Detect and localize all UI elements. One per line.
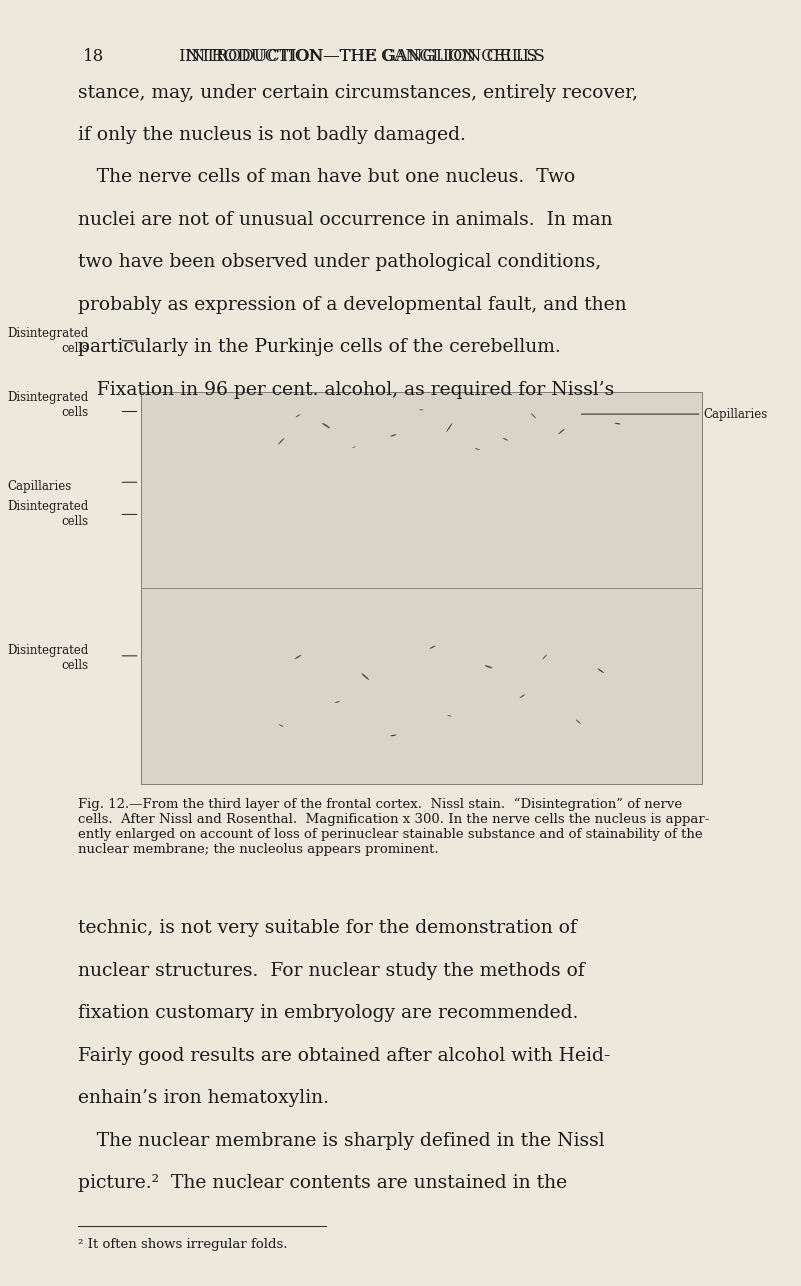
Text: two have been observed under pathological conditions,: two have been observed under pathologica… — [78, 253, 602, 271]
Ellipse shape — [322, 423, 330, 428]
Text: INTRODUCTION—THE GANGLION CELLS: INTRODUCTION—THE GANGLION CELLS — [179, 48, 545, 64]
Text: technic, is not very suitable for the demonstration of: technic, is not very suitable for the de… — [78, 919, 577, 937]
Ellipse shape — [558, 428, 565, 435]
Text: Fairly good results are obtained after alcohol with Heid-: Fairly good results are obtained after a… — [78, 1047, 610, 1065]
Ellipse shape — [614, 423, 621, 424]
Text: 18: 18 — [83, 48, 104, 64]
Ellipse shape — [279, 724, 284, 727]
Text: Fig. 12.—From the third layer of the frontal cortex.  Nissl stain.  “Disintegrat: Fig. 12.—From the third layer of the fro… — [78, 797, 710, 855]
FancyBboxPatch shape — [141, 392, 702, 784]
Ellipse shape — [361, 674, 369, 680]
Text: Disintegrated
cells: Disintegrated cells — [7, 391, 88, 419]
Text: nuclei are not of unusual occurrence in animals.  In man: nuclei are not of unusual occurrence in … — [78, 211, 613, 229]
Text: nuclear structures.  For nuclear study the methods of: nuclear structures. For nuclear study th… — [78, 962, 585, 980]
Ellipse shape — [296, 414, 300, 418]
Text: Fixation in 96 per cent. alcohol, as required for Nissl’s: Fixation in 96 per cent. alcohol, as req… — [78, 381, 614, 399]
Ellipse shape — [429, 646, 436, 648]
Ellipse shape — [475, 449, 480, 450]
Ellipse shape — [520, 694, 525, 698]
Ellipse shape — [295, 655, 301, 660]
Ellipse shape — [335, 701, 340, 703]
Ellipse shape — [390, 435, 396, 436]
Ellipse shape — [352, 446, 356, 448]
Text: Disintegrated
cells: Disintegrated cells — [7, 644, 88, 673]
Text: stance, may, under certain circumstances, entirely recover,: stance, may, under certain circumstances… — [78, 84, 638, 102]
Ellipse shape — [576, 720, 581, 724]
Text: The nuclear membrane is sharply defined in the Nissl: The nuclear membrane is sharply defined … — [78, 1132, 605, 1150]
Text: Disintegrated
cells: Disintegrated cells — [7, 500, 88, 529]
Ellipse shape — [278, 439, 284, 445]
Ellipse shape — [503, 439, 508, 441]
Text: if only the nucleus is not badly damaged.: if only the nucleus is not badly damaged… — [78, 126, 466, 144]
Ellipse shape — [531, 413, 536, 418]
Text: picture.²  The nuclear contents are unstained in the: picture.² The nuclear contents are unsta… — [78, 1174, 567, 1192]
Text: particularly in the Purkinje cells of the cerebellum.: particularly in the Purkinje cells of th… — [78, 338, 561, 356]
Text: enhain’s iron hematoxylin.: enhain’s iron hematoxylin. — [78, 1089, 329, 1107]
Text: fixation customary in embryology are recommended.: fixation customary in embryology are rec… — [78, 1004, 578, 1022]
Text: Capillaries: Capillaries — [7, 480, 71, 493]
Ellipse shape — [598, 669, 604, 673]
Ellipse shape — [542, 655, 547, 660]
Ellipse shape — [446, 423, 453, 432]
Text: probably as expression of a developmental fault, and then: probably as expression of a developmenta… — [78, 296, 626, 314]
Text: Capillaries: Capillaries — [703, 408, 767, 421]
Text: Disintegrated
cells: Disintegrated cells — [7, 327, 88, 355]
Text: The nerve cells of man have but one nucleus.  Two: The nerve cells of man have but one nucl… — [78, 168, 575, 186]
Ellipse shape — [390, 734, 396, 736]
Text: ² It often shows irregular folds.: ² It often shows irregular folds. — [78, 1238, 288, 1251]
Ellipse shape — [485, 665, 493, 669]
Text: INTRODUCTION—THE GANGLION CELLS: INTRODUCTION—THE GANGLION CELLS — [186, 48, 537, 66]
